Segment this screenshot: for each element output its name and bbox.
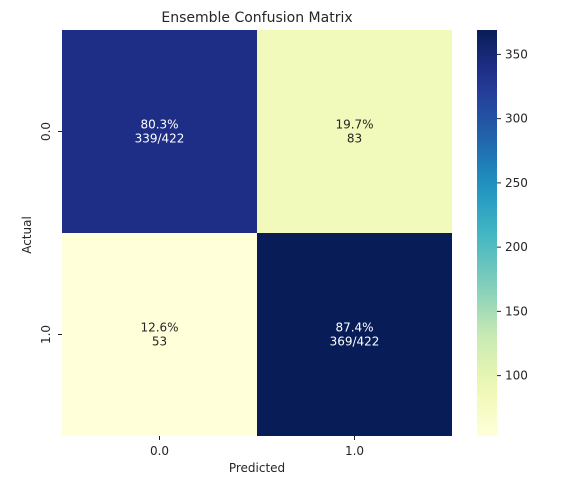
- cell-label-1-1-0: 87.4%: [335, 321, 373, 335]
- chart-title: Ensemble Confusion Matrix: [161, 10, 352, 26]
- colorbar-tick-label: 250: [505, 176, 528, 190]
- colorbar-gradient: [477, 30, 497, 436]
- colorbar-tick-label: 100: [505, 369, 528, 383]
- cell-label-1-0-0: 12.6%: [140, 321, 178, 335]
- heatmap-cells: [62, 30, 452, 436]
- colorbar-tick-label: 300: [505, 112, 528, 126]
- colorbar-tick-label: 350: [505, 47, 528, 61]
- cell-label-0-0-1: 339/422: [135, 132, 185, 146]
- colorbar-tick-label: 200: [505, 240, 528, 254]
- y-tick-label: 1.0: [39, 325, 53, 344]
- y-tick-label: 0.0: [39, 122, 53, 141]
- x-tick-label: 0.0: [150, 444, 169, 458]
- y-axis: 0.0 1.0: [39, 122, 62, 344]
- x-axis: 0.0 1.0: [150, 436, 364, 458]
- x-tick-label: 1.0: [345, 444, 364, 458]
- cell-label-0-1-0: 19.7%: [335, 118, 373, 132]
- x-axis-label: Predicted: [229, 461, 285, 475]
- colorbar-tick-label: 150: [505, 304, 528, 318]
- colorbar: 100 150 200 250 300 350: [477, 30, 528, 436]
- cell-label-0-1-1: 83: [347, 132, 362, 146]
- cell-label-1-1-1: 369/422: [330, 335, 380, 349]
- cell-label-1-0-1: 53: [152, 335, 167, 349]
- cell-label-0-0-0: 80.3%: [140, 118, 178, 132]
- y-axis-label: Actual: [20, 216, 34, 254]
